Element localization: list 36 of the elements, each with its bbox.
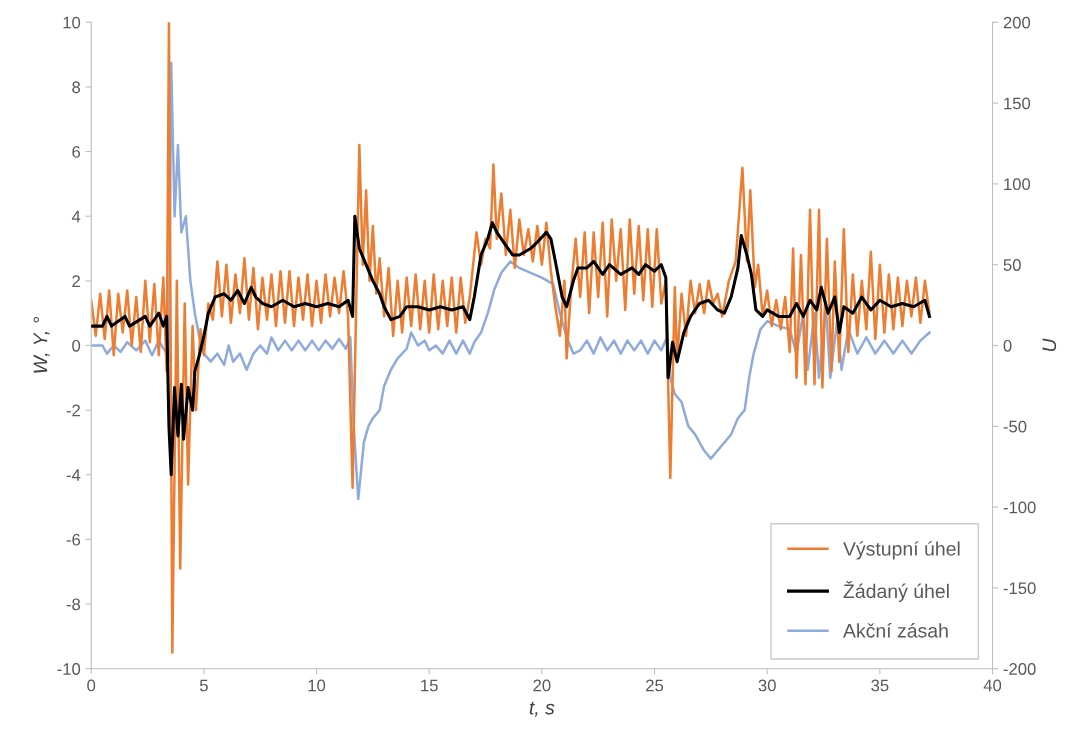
- legend-label: Výstupní úhel: [843, 541, 960, 560]
- y-tick-label: -4: [66, 469, 81, 481]
- y-tick-label: 4: [71, 210, 81, 223]
- y-tick-label: -6: [66, 533, 81, 546]
- x-tick-label: 0: [87, 679, 96, 692]
- legend-label: Žádaný úhel: [843, 580, 949, 602]
- y2-tick-label: -100: [1003, 501, 1036, 514]
- x-tick-label: 30: [758, 679, 776, 692]
- x-tick-label: 40: [983, 679, 1002, 692]
- x-tick-label: 5: [199, 679, 208, 692]
- y2-tick-label: 200: [1003, 16, 1031, 29]
- y2-tick-label: 100: [1004, 178, 1031, 191]
- x-tick-label: 25: [646, 679, 664, 692]
- y2-tick-label: -50: [1003, 420, 1027, 433]
- y2-tick-label: 50: [1003, 259, 1021, 271]
- y-tick-label: 8: [72, 81, 81, 94]
- y2-tick-label: 0: [1003, 339, 1012, 352]
- y-tick-label: 2: [72, 275, 80, 287]
- y2-tick-label: 150: [1004, 97, 1031, 110]
- x-tick-label: 15: [421, 679, 438, 692]
- y-tick-label: 10: [63, 16, 81, 29]
- y-tick-label: -8: [66, 598, 81, 611]
- legend-label: Akční zásah: [843, 623, 948, 638]
- y2-tick-label: -150: [1003, 582, 1036, 595]
- x-tick-label: 10: [308, 679, 326, 692]
- y-tick-label: 0: [72, 339, 81, 352]
- y-axis-title: W, Y, °: [33, 317, 50, 373]
- x-tick-label: 35: [871, 679, 889, 692]
- y-tick-label: -10: [57, 663, 81, 675]
- y-tick-label: 6: [72, 145, 81, 158]
- y2-axis-title: U: [1042, 338, 1057, 352]
- y-tick-label: -2: [66, 404, 80, 417]
- x-axis-title: t, s: [529, 701, 555, 717]
- y2-tick-label: -200: [1003, 663, 1036, 675]
- x-tick-label: 20: [533, 679, 551, 692]
- line-series: [91, 214, 931, 477]
